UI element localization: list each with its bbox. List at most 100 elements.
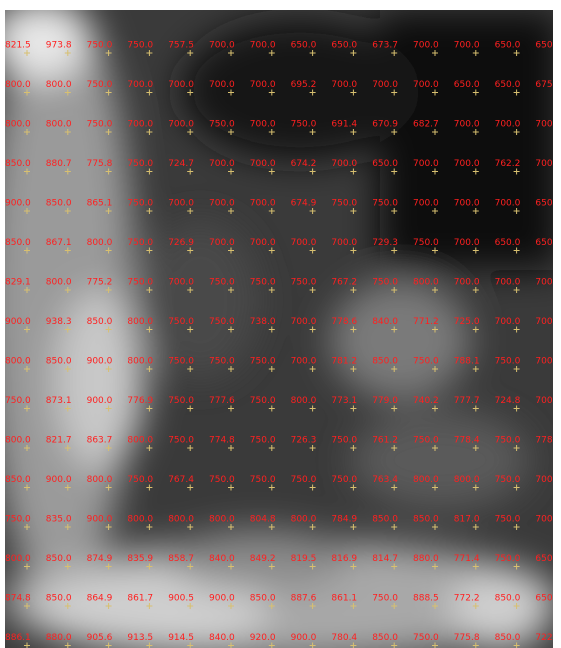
elevation-label: 800.0 bbox=[413, 278, 439, 288]
elevation-label: 816.9 bbox=[331, 554, 357, 564]
elevation-label: 700.0 bbox=[127, 80, 153, 90]
elevation-label: 750.0 bbox=[168, 396, 194, 406]
elevation-label: 750.0 bbox=[209, 317, 235, 327]
elevation-label: 776.9 bbox=[127, 396, 153, 406]
elevation-label: 800.0 bbox=[168, 515, 194, 525]
elevation-label: 880.7 bbox=[46, 159, 72, 169]
elevation-label: 773.1 bbox=[331, 396, 357, 406]
elevation-label: 762.2 bbox=[495, 159, 521, 169]
elevation-label: 673.7 bbox=[372, 41, 398, 51]
elevation-label: 800.0 bbox=[5, 357, 31, 367]
elevation-label: 784.9 bbox=[331, 515, 357, 525]
elevation-label: 800.0 bbox=[5, 120, 31, 130]
elevation-label: 700.0 bbox=[209, 199, 235, 209]
elevation-label: 650.0 bbox=[535, 41, 561, 51]
elevation-label: 650.0 bbox=[495, 238, 521, 248]
elevation-label: 900.5 bbox=[168, 594, 194, 604]
elevation-label: 700.0 bbox=[454, 41, 480, 51]
elevation-label: 800.0 bbox=[46, 120, 72, 130]
elevation-label: 650.0 bbox=[535, 199, 561, 209]
elevation-label: 800.0 bbox=[127, 357, 153, 367]
elevation-label: 682.7 bbox=[413, 120, 439, 130]
elevation-label: 700.0 bbox=[250, 120, 276, 130]
elevation-label: 650.0 bbox=[535, 554, 561, 564]
elevation-label: 835.9 bbox=[127, 554, 153, 564]
elevation-label: 800.0 bbox=[454, 475, 480, 485]
elevation-label: 750.0 bbox=[127, 41, 153, 51]
elevation-label: 771.4 bbox=[454, 554, 480, 564]
elevation-label: 700.0 bbox=[413, 159, 439, 169]
elevation-label: 880.0 bbox=[413, 554, 439, 564]
elevation-label: 800.0 bbox=[291, 396, 317, 406]
elevation-label: 886.1 bbox=[5, 633, 31, 643]
elevation-label: 750.0 bbox=[127, 278, 153, 288]
elevation-label: 867.1 bbox=[46, 238, 72, 248]
elevation-label: 900.0 bbox=[5, 317, 31, 327]
elevation-label: 700.0 bbox=[535, 317, 561, 327]
elevation-label: 920.0 bbox=[250, 633, 276, 643]
elevation-label: 778.1 bbox=[535, 436, 561, 446]
elevation-label: 750.0 bbox=[331, 199, 357, 209]
elevation-label: 938.3 bbox=[46, 317, 72, 327]
elevation-label: 750.0 bbox=[372, 594, 398, 604]
elevation-label: 750.0 bbox=[495, 436, 521, 446]
elevation-label: 700.0 bbox=[291, 238, 317, 248]
elevation-label: 750.0 bbox=[495, 554, 521, 564]
elevation-label: 674.2 bbox=[291, 159, 317, 169]
elevation-label: 700.0 bbox=[168, 278, 194, 288]
elevation-label: 750.0 bbox=[5, 515, 31, 525]
elevation-label: 700.0 bbox=[250, 80, 276, 90]
elevation-label: 750.0 bbox=[127, 199, 153, 209]
elevation-label: 750.0 bbox=[413, 238, 439, 248]
elevation-label: 691.4 bbox=[331, 120, 357, 130]
elevation-label: 850.0 bbox=[495, 633, 521, 643]
elevation-label: 700.0 bbox=[413, 80, 439, 90]
elevation-label: 761.2 bbox=[372, 436, 398, 446]
elevation-label: 861.7 bbox=[127, 594, 153, 604]
elevation-label: 700.0 bbox=[250, 199, 276, 209]
elevation-label: 849.2 bbox=[250, 554, 276, 564]
elevation-label: 914.5 bbox=[168, 633, 194, 643]
elevation-label: 750.0 bbox=[331, 436, 357, 446]
elevation-label: 750.0 bbox=[127, 238, 153, 248]
elevation-label: 850.0 bbox=[372, 515, 398, 525]
elevation-label: 900.0 bbox=[46, 475, 72, 485]
elevation-label: 750.0 bbox=[168, 317, 194, 327]
elevation-label: 700.0 bbox=[495, 120, 521, 130]
elevation-label: 750.0 bbox=[291, 120, 317, 130]
elevation-label: 700.0 bbox=[413, 199, 439, 209]
elevation-label: 850.0 bbox=[372, 633, 398, 643]
elevation-label: 700.0 bbox=[535, 475, 561, 485]
elevation-label: 700.0 bbox=[168, 120, 194, 130]
terrain: 821.5973.8750.0750.0757.5700.0700.0650.0… bbox=[0, 0, 561, 648]
elevation-label: 780.4 bbox=[331, 633, 357, 643]
elevation-label: 800.0 bbox=[413, 475, 439, 485]
elevation-label: 750.0 bbox=[331, 475, 357, 485]
elevation-label: 700.0 bbox=[291, 357, 317, 367]
elevation-label: 774.8 bbox=[209, 436, 235, 446]
elevation-label: 750.0 bbox=[87, 120, 113, 130]
elevation-label: 905.6 bbox=[87, 633, 113, 643]
elevation-label: 850.0 bbox=[413, 515, 439, 525]
elevation-label: 900.0 bbox=[209, 594, 235, 604]
elevation-label: 700.0 bbox=[535, 278, 561, 288]
elevation-label: 887.6 bbox=[291, 594, 317, 604]
elevation-label: 858.7 bbox=[168, 554, 194, 564]
elevation-label: 750.0 bbox=[495, 357, 521, 367]
elevation-label: 840.0 bbox=[209, 554, 235, 564]
elevation-label: 873.1 bbox=[46, 396, 72, 406]
elevation-label: 750.0 bbox=[127, 159, 153, 169]
elevation-label: 750.0 bbox=[413, 633, 439, 643]
elevation-label: 750.0 bbox=[413, 357, 439, 367]
elevation-label: 788.1 bbox=[454, 357, 480, 367]
elevation-label: 729.3 bbox=[372, 238, 398, 248]
elevation-label: 700.0 bbox=[535, 396, 561, 406]
elevation-label: 750.0 bbox=[250, 278, 276, 288]
elevation-label: 750.0 bbox=[250, 475, 276, 485]
elevation-label: 750.0 bbox=[413, 436, 439, 446]
elevation-label: 850.0 bbox=[372, 357, 398, 367]
elevation-label: 804.8 bbox=[250, 515, 276, 525]
elevation-label: 750.0 bbox=[168, 357, 194, 367]
elevation-label: 700.0 bbox=[495, 199, 521, 209]
elevation-label: 750.0 bbox=[372, 199, 398, 209]
